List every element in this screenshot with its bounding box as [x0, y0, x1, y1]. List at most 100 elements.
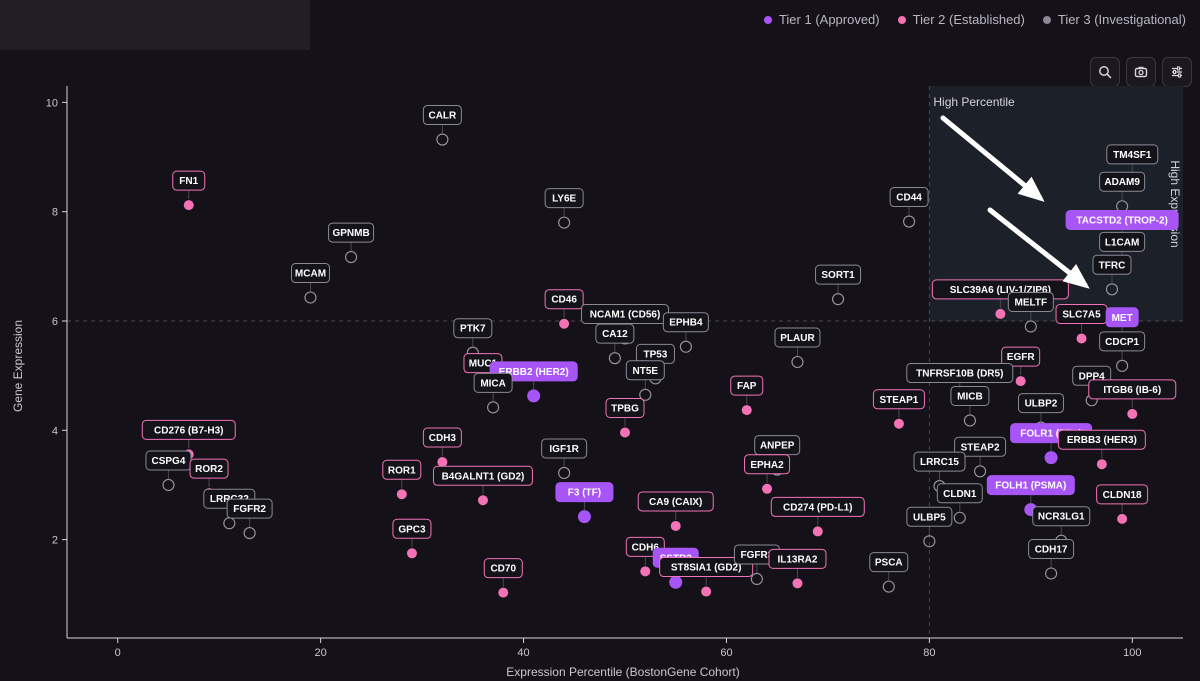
label-box: [392, 518, 432, 539]
legend-item-tier2[interactable]: Tier 2 (Established): [897, 12, 1025, 27]
settings-button[interactable]: [1162, 57, 1192, 87]
legend-swatch-tier1: [763, 15, 772, 24]
legend-item-tier1[interactable]: Tier 1 (Approved): [763, 12, 880, 27]
legend: Tier 1 (Approved) Tier 2 (Established) T…: [763, 12, 1186, 27]
y-tick-label: 6: [52, 316, 58, 328]
data-point: CLDN18: [1096, 484, 1149, 524]
data-point: ROR1: [382, 459, 422, 500]
point-label: TP53: [643, 349, 667, 360]
data-point: GPNMB: [328, 222, 375, 264]
label-box: [770, 496, 865, 517]
point-label: FGFR3: [741, 550, 774, 561]
point-label: ULBP2: [1025, 399, 1058, 410]
data-point: CD70: [483, 558, 523, 598]
arrow-shaft: [987, 207, 1088, 288]
label-box: [555, 482, 614, 503]
label-box: [1057, 429, 1146, 450]
chart-toolbar: [1090, 57, 1192, 87]
point-marker: [750, 572, 763, 586]
data-point: CD46: [544, 289, 584, 329]
camera-icon: [1134, 66, 1148, 78]
x-tick-label: 100: [1123, 647, 1141, 659]
data-point: ERBB3 (HER3): [1057, 429, 1146, 470]
point-label: ADAM9: [1104, 177, 1140, 188]
point-label: CLDN1: [943, 489, 977, 500]
x-tick-label: 60: [720, 647, 732, 659]
point-label: MUC1: [469, 359, 498, 370]
point-label: ANPEP: [760, 441, 795, 452]
point-marker: [963, 414, 976, 427]
label-box: [625, 360, 665, 381]
label-box: [889, 187, 929, 208]
title-area: [0, 0, 310, 50]
data-point: MCAM: [290, 263, 330, 304]
point-marker: [1105, 283, 1119, 296]
label-box: [1065, 209, 1179, 230]
point-marker: [639, 388, 652, 401]
label-box: [1105, 307, 1139, 328]
data-point: SLC7A5: [1055, 303, 1108, 344]
point-label: F3 (TF): [568, 488, 601, 499]
legend-item-tier3[interactable]: Tier 3 (Investigational): [1042, 12, 1186, 27]
point-label: IGF1R: [549, 444, 579, 455]
label-box: [1099, 231, 1146, 252]
point-marker: [923, 535, 936, 548]
data-point: CDCP1: [1099, 331, 1146, 372]
point-label: ROR1: [388, 465, 416, 476]
point-label: SLC7A5: [1062, 309, 1101, 320]
point-marker: [1015, 376, 1026, 387]
label-box: [1099, 331, 1146, 352]
data-point: FOLH1 (PSMA): [986, 475, 1075, 517]
point-label: ERBB2 (HER2): [499, 367, 569, 378]
label-box: [872, 389, 925, 410]
point-marker: [558, 216, 571, 229]
data-point: IL13RA2: [768, 548, 827, 589]
label-box: [483, 558, 523, 579]
x-tick-label: 40: [517, 647, 529, 659]
data-point: ULBP5: [906, 506, 953, 548]
label-box: [768, 548, 827, 569]
point-marker: [477, 495, 488, 506]
point-marker: [995, 308, 1006, 319]
data-point: CALR: [422, 105, 462, 146]
point-label: MICA: [480, 378, 506, 389]
point-marker: [741, 405, 752, 416]
point-label: CALR: [428, 111, 457, 122]
point-label: L1CAM: [1105, 237, 1139, 248]
point-label: CD70: [490, 564, 516, 575]
point-marker: [1076, 333, 1087, 344]
point-marker: [183, 200, 194, 211]
point-marker: [487, 401, 500, 414]
point-marker: [620, 427, 630, 438]
point-label: NT5E: [633, 366, 659, 377]
data-point: CA12: [595, 323, 635, 365]
data-point: PSCA: [869, 552, 909, 593]
point-label: CSPG4: [152, 456, 186, 467]
label-box: [1106, 144, 1159, 165]
point-label: ITGB6 (IB-6): [1103, 385, 1161, 396]
point-label: PSCA: [875, 558, 903, 569]
label-box: [595, 323, 635, 344]
label-box: [1032, 506, 1091, 527]
point-label: MET: [1112, 313, 1133, 324]
point-marker: [679, 340, 692, 353]
point-marker: [162, 478, 175, 492]
label-box: [662, 312, 709, 333]
point-label: STEAP2: [961, 442, 1000, 453]
point-label: TFRC: [1099, 260, 1126, 271]
point-label: FOLH1 (PSMA): [995, 481, 1066, 492]
point-label: GPC3: [398, 524, 426, 535]
label-box: [189, 458, 229, 479]
label-box: [1017, 393, 1064, 414]
label-box: [172, 170, 206, 191]
label-box: [954, 436, 1007, 457]
screenshot-button[interactable]: [1126, 57, 1156, 87]
data-point: ITGB6 (IB-6): [1088, 379, 1177, 419]
legend-label-tier3: Tier 3 (Investigational): [1057, 12, 1186, 27]
point-marker: [436, 133, 449, 146]
point-marker: [1127, 408, 1138, 419]
data-point: CLDN1: [936, 483, 983, 524]
label-box: [328, 222, 375, 243]
point-label: SORT1: [821, 270, 855, 281]
